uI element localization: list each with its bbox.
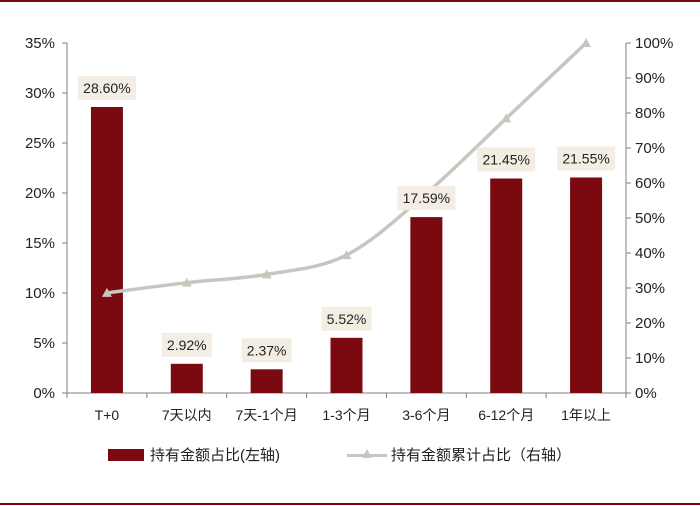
bar	[410, 217, 443, 393]
data-label-box	[241, 338, 292, 363]
left-tick-label: 20%	[25, 185, 55, 202]
data-label-box	[397, 186, 456, 211]
data-label: 21.45%	[482, 152, 529, 168]
legend-line-swatch	[347, 448, 387, 461]
left-tick-label: 25%	[25, 135, 55, 152]
left-tick-label: 15%	[25, 235, 55, 252]
bar	[90, 107, 123, 393]
data-label-box	[161, 332, 212, 357]
line-point-marker	[581, 38, 592, 47]
data-label: 2.37%	[247, 342, 287, 358]
data-label-box	[477, 147, 536, 172]
right-tick-label: 70%	[635, 140, 665, 157]
bar	[490, 178, 523, 393]
x-category-label: 3-6个月	[402, 407, 450, 423]
legend-item-line: 持有金额累计占比（右轴）	[347, 444, 571, 465]
data-label: 2.92%	[167, 337, 207, 353]
x-category-label: 1年以上	[561, 407, 611, 423]
legend-line-label: 持有金额累计占比（右轴）	[391, 447, 572, 464]
tick-labels: 0% 5% 10% 15% 20% 25% 30% 35% 0% 10% 20% 30% 40% 50% 6…	[25, 35, 673, 423]
right-tick-label: 40%	[635, 245, 665, 262]
axes	[62, 42, 631, 398]
bottom-rule	[0, 503, 700, 505]
right-tick-label: 50%	[635, 210, 665, 227]
data-label: 21.55%	[562, 151, 609, 167]
left-tick-label: 10%	[25, 285, 55, 302]
x-category-label: T+0	[95, 407, 120, 423]
x-category-label: 1-3个月	[322, 407, 370, 423]
right-tick-label: 0%	[635, 385, 657, 402]
line-point-marker	[261, 269, 272, 279]
data-label-box	[77, 76, 136, 100]
data-labels: 28.60% 2.92% 2.37% 5.52% 17.59% 21.45% 21.55%	[77, 76, 616, 363]
right-tick-label: 60%	[635, 175, 665, 192]
right-tick-label: 10%	[635, 350, 665, 367]
data-label: 28.60%	[83, 80, 130, 96]
data-label: 5.52%	[327, 311, 367, 327]
left-tick-label: 35%	[25, 35, 55, 52]
left-tick-label: 30%	[25, 85, 55, 102]
bar	[570, 177, 603, 393]
bar	[170, 363, 203, 393]
right-tick-label: 30%	[635, 280, 665, 297]
legend-item-bar: 持有金额占比(左轴)	[108, 444, 280, 465]
right-tick-label: 80%	[635, 105, 665, 122]
legend-bar-swatch	[108, 448, 144, 461]
data-label: 17.59%	[403, 190, 450, 206]
line-point-marker	[501, 113, 512, 123]
bar	[330, 337, 363, 393]
legend: 持有金额占比(左轴) 持有金额累计占比（右轴）	[0, 444, 700, 468]
line-point-marker	[101, 287, 112, 297]
combo-chart: 28.60%2.92% 2.37%5.52%17.59%21.45% 21.55% …	[25, 35, 673, 423]
x-category-label: 7天-1个月	[236, 407, 298, 423]
line-point-marker	[341, 250, 352, 260]
bar	[250, 369, 283, 393]
bar-series	[90, 107, 603, 393]
legend-bar-label: 持有金额占比(左轴)	[150, 447, 280, 464]
left-tick-label: 0%	[33, 385, 55, 402]
data-label-box	[321, 306, 372, 331]
right-tick-label: 90%	[635, 70, 665, 87]
left-tick-label: 5%	[33, 335, 55, 352]
right-tick-label: 100%	[635, 35, 673, 52]
data-label-box	[557, 146, 616, 171]
x-category-label: 6-12个月	[478, 407, 534, 423]
top-rule	[0, 0, 700, 2]
right-tick-label: 20%	[635, 315, 665, 332]
x-category-label: 7天以内	[162, 407, 212, 423]
line-point-marker	[181, 277, 192, 287]
